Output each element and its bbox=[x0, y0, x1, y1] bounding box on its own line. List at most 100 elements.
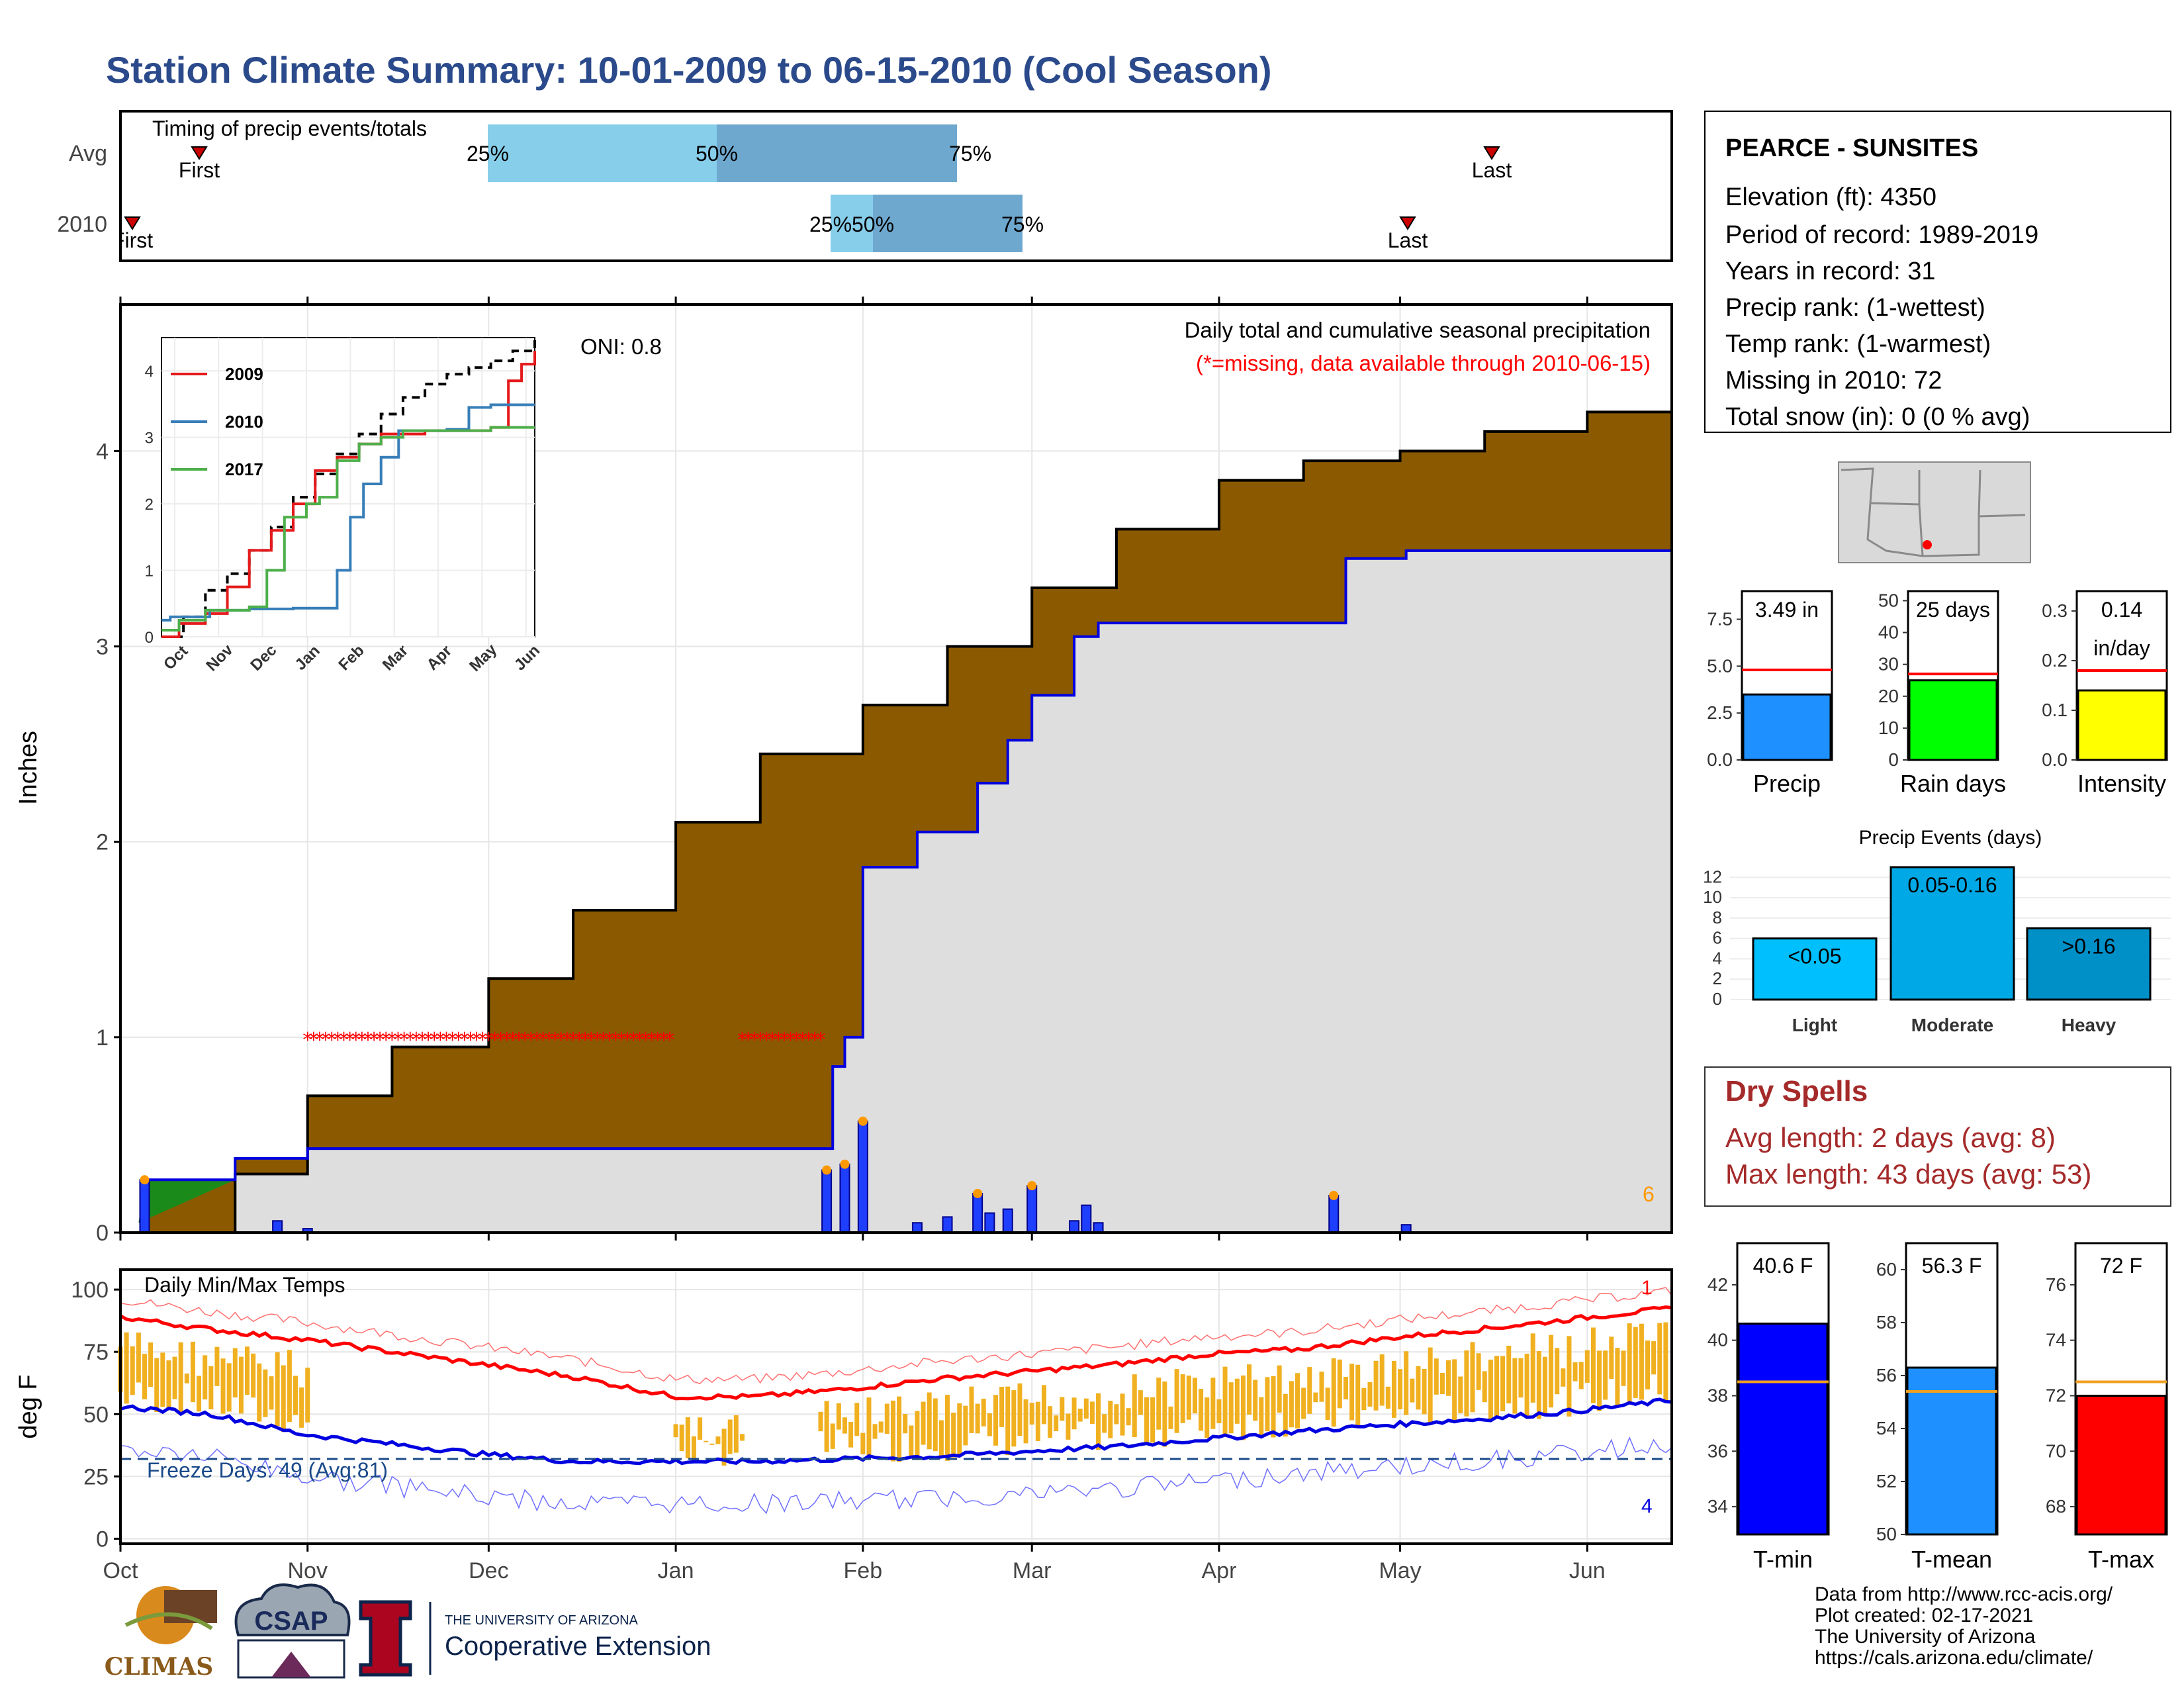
missing-marker: * bbox=[815, 1029, 825, 1052]
inset-legend-label: 2009 bbox=[225, 364, 263, 384]
events-bar-text: <0.05 bbox=[1788, 945, 1842, 968]
temp-daily-bar bbox=[1259, 1397, 1264, 1436]
precip-daily-bar bbox=[1069, 1220, 1080, 1233]
footer-source1: Data from http://www.rcc-acis.org/ bbox=[1815, 1583, 2113, 1605]
temp-daily-bar bbox=[1549, 1335, 1554, 1408]
raindays-y-tick-label: 0 bbox=[1888, 749, 1899, 770]
temp-daily-bar bbox=[1011, 1390, 1017, 1447]
temp-daily-bar bbox=[245, 1346, 250, 1395]
temp-daily-bar bbox=[1385, 1386, 1390, 1409]
missing-marker: * bbox=[453, 1029, 463, 1052]
inset-legend-label: 2010 bbox=[225, 412, 263, 432]
precip-frame bbox=[119, 303, 1673, 1234]
temp-daily-bar bbox=[1331, 1358, 1336, 1427]
precip-y-tick-label: 5.0 bbox=[1707, 655, 1733, 676]
temp-daily-bar bbox=[1150, 1397, 1156, 1443]
raindays-value: 25 days bbox=[1916, 598, 1990, 622]
missing-marker: * bbox=[441, 1029, 451, 1052]
precip-surplus-area bbox=[138, 1180, 236, 1223]
temp-daily-bar bbox=[178, 1342, 183, 1415]
timing-panel: Timing of precip events/totals Avg 2010 … bbox=[57, 110, 1673, 262]
temp-daily-bar bbox=[226, 1363, 232, 1412]
temp-daily-bar bbox=[148, 1342, 154, 1387]
temp-daily-bar bbox=[1488, 1359, 1493, 1422]
tmin-y-tick-label: 38 bbox=[1707, 1385, 1728, 1405]
ua-small-text: THE UNIVERSITY OF ARIZONA bbox=[445, 1613, 639, 1628]
missing-marker: * bbox=[357, 1029, 367, 1052]
temp-daily-bar bbox=[1361, 1387, 1367, 1411]
temp-daily-bar bbox=[1005, 1386, 1011, 1456]
missing-marker: * bbox=[418, 1029, 428, 1052]
missing-marker: * bbox=[768, 1029, 778, 1052]
y2010-last-label: Last bbox=[1388, 228, 1428, 252]
climas-text: CLIMAS bbox=[105, 1653, 214, 1681]
temp-daily-bar bbox=[281, 1365, 286, 1432]
temp-y-tick-label: 100 bbox=[71, 1278, 109, 1303]
tmin-y-tick-label: 42 bbox=[1707, 1274, 1728, 1295]
missing-marker: * bbox=[623, 1029, 633, 1052]
precip-daily-marker bbox=[840, 1159, 850, 1169]
temp-daily-bar bbox=[999, 1387, 1005, 1427]
temp-daily-bar bbox=[1023, 1399, 1028, 1444]
inset-legend-label: 2017 bbox=[225, 459, 263, 479]
station-period: Period of record: 1989-2019 bbox=[1725, 221, 2038, 249]
temp-daily-bar bbox=[1536, 1350, 1541, 1419]
avg-max-line bbox=[119, 1305, 1672, 1401]
locator-map bbox=[1838, 461, 2031, 563]
precip-daily-bar bbox=[1093, 1222, 1104, 1233]
precip-avg-line bbox=[120, 383, 1673, 1234]
tmin-y-tick-label: 40 bbox=[1707, 1330, 1728, 1350]
temp-y-tick-label: 50 bbox=[83, 1402, 109, 1427]
station-elevation: Elevation (ft): 4350 bbox=[1725, 183, 1936, 211]
events-y-tick-label: 4 bbox=[1713, 948, 1722, 968]
temp-daily-bar bbox=[172, 1356, 177, 1399]
precip-y-axis-title: Inches bbox=[15, 731, 42, 805]
missing-marker: * bbox=[629, 1029, 639, 1052]
temp-daily-bar bbox=[1289, 1381, 1294, 1428]
temp-daily-bar bbox=[1561, 1368, 1566, 1387]
temp-daily-bar bbox=[130, 1346, 135, 1395]
temp-daily-bar bbox=[1283, 1393, 1288, 1437]
temp-daily-bar bbox=[305, 1368, 310, 1423]
temp-daily-bar bbox=[1639, 1323, 1644, 1400]
precip-y-tick-label: 4 bbox=[96, 439, 109, 464]
temp-daily-bar bbox=[1433, 1358, 1439, 1395]
missing-marker: * bbox=[321, 1029, 331, 1052]
temp-daily-bar bbox=[890, 1400, 895, 1462]
missing-marker: * bbox=[430, 1029, 439, 1052]
precip-daily-marker bbox=[822, 1165, 832, 1175]
raindays-bar bbox=[1908, 679, 1998, 761]
map-frame bbox=[1838, 461, 2031, 563]
footer-source4: https://cals.arizona.edu/climate/ bbox=[1815, 1647, 2093, 1669]
station-temp-rank: Temp rank: (1-warmest) bbox=[1725, 330, 1991, 358]
temp-y-tick-label: 25 bbox=[83, 1464, 109, 1489]
temp-daily-bar bbox=[1482, 1371, 1487, 1403]
raindays-y-tick-label: 20 bbox=[1878, 686, 1899, 706]
temp-daily-bar bbox=[1615, 1348, 1620, 1407]
events-x-label: Heavy bbox=[2062, 1015, 2116, 1035]
y2010-last-marker bbox=[1399, 216, 1416, 230]
temp-daily-bar bbox=[1391, 1360, 1396, 1418]
temp-daily-bar bbox=[1216, 1399, 1222, 1423]
tmax-y-tick-label: 76 bbox=[2046, 1274, 2066, 1295]
precip-daily-marker bbox=[1027, 1181, 1037, 1191]
temp-daily-bar bbox=[1355, 1364, 1361, 1427]
temp-daily-bar bbox=[1132, 1374, 1137, 1438]
temp-daily-bar bbox=[1096, 1393, 1101, 1450]
missing-marker: * bbox=[569, 1029, 578, 1052]
missing-marker: * bbox=[556, 1029, 566, 1052]
tmean-y-tick-label: 54 bbox=[1876, 1418, 1897, 1438]
temp-daily-bar bbox=[1506, 1345, 1512, 1404]
temp-daily-bar bbox=[1180, 1374, 1185, 1423]
missing-marker: * bbox=[792, 1029, 801, 1052]
temp-daily-bar bbox=[957, 1403, 962, 1457]
precip-y-tick-label: 0 bbox=[96, 1221, 109, 1246]
month-label: May bbox=[1379, 1558, 1421, 1583]
missing-marker: * bbox=[424, 1029, 433, 1052]
avg-q50-label: 50% bbox=[696, 142, 738, 165]
temp-daily-bar bbox=[136, 1333, 141, 1383]
station-snow: Total snow (in): 0 (0 % avg) bbox=[1725, 403, 2030, 431]
missing-marker: * bbox=[809, 1029, 819, 1052]
events-y-tick-label: 8 bbox=[1713, 908, 1722, 927]
tmean-y-tick-label: 50 bbox=[1876, 1524, 1897, 1544]
